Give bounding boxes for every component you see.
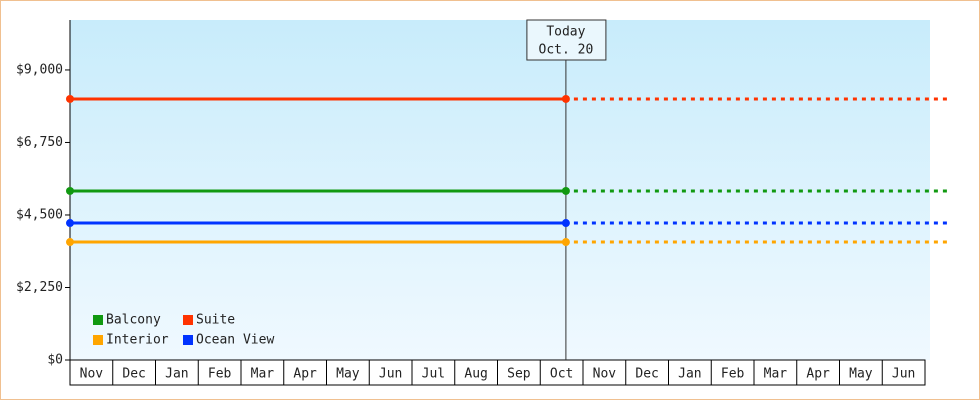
x-tick-label: Jan (678, 367, 701, 382)
legend-swatch (93, 315, 103, 325)
price-point (561, 238, 570, 247)
y-tick-label: $0 (47, 353, 63, 368)
price-point (561, 94, 570, 103)
legend-swatch (183, 335, 193, 345)
price-point (561, 186, 570, 195)
x-tick-label: Feb (208, 367, 232, 382)
x-tick-label: Nov (80, 367, 104, 382)
x-tick-label: Nov (593, 367, 617, 382)
price-point (66, 219, 74, 228)
x-tick-label: Apr (293, 367, 317, 382)
legend-label: Suite (196, 313, 235, 328)
x-tick-label: Sep (507, 367, 531, 382)
y-tick-label: $9,000 (16, 62, 63, 77)
x-tick-label: Feb (721, 367, 745, 382)
x-tick-label: Jun (892, 367, 915, 382)
y-tick-label: $6,750 (16, 135, 63, 150)
legend-label: Interior (106, 333, 169, 348)
x-tick-label: Jul (422, 367, 445, 382)
price-point (66, 186, 74, 195)
today-box (526, 19, 607, 61)
today-label: Today (546, 25, 585, 40)
x-tick-label: Mar (764, 367, 788, 382)
price-point (66, 94, 74, 103)
y-tick-label: $2,250 (16, 280, 63, 295)
x-tick-label: Dec (635, 367, 658, 382)
legend-swatch (183, 315, 193, 325)
x-tick-label: Dec (122, 367, 145, 382)
x-tick-label: May (849, 367, 873, 382)
x-tick-label: Apr (806, 367, 830, 382)
x-tick-label: Jan (165, 367, 188, 382)
x-tick-label: Oct (550, 367, 573, 382)
y-tick-label: $4,500 (16, 207, 63, 222)
x-tick-label: Mar (251, 367, 275, 382)
legend-label: Ocean View (196, 333, 274, 348)
legend-swatch (93, 335, 103, 345)
price-point (66, 238, 74, 247)
legend-label: Balcony (106, 313, 161, 328)
x-tick-label: Aug (464, 367, 487, 382)
today-label: Oct. 20 (539, 43, 594, 58)
x-tick-label: Jun (379, 367, 402, 382)
price-point (561, 219, 570, 228)
x-tick-label: May (336, 367, 360, 382)
